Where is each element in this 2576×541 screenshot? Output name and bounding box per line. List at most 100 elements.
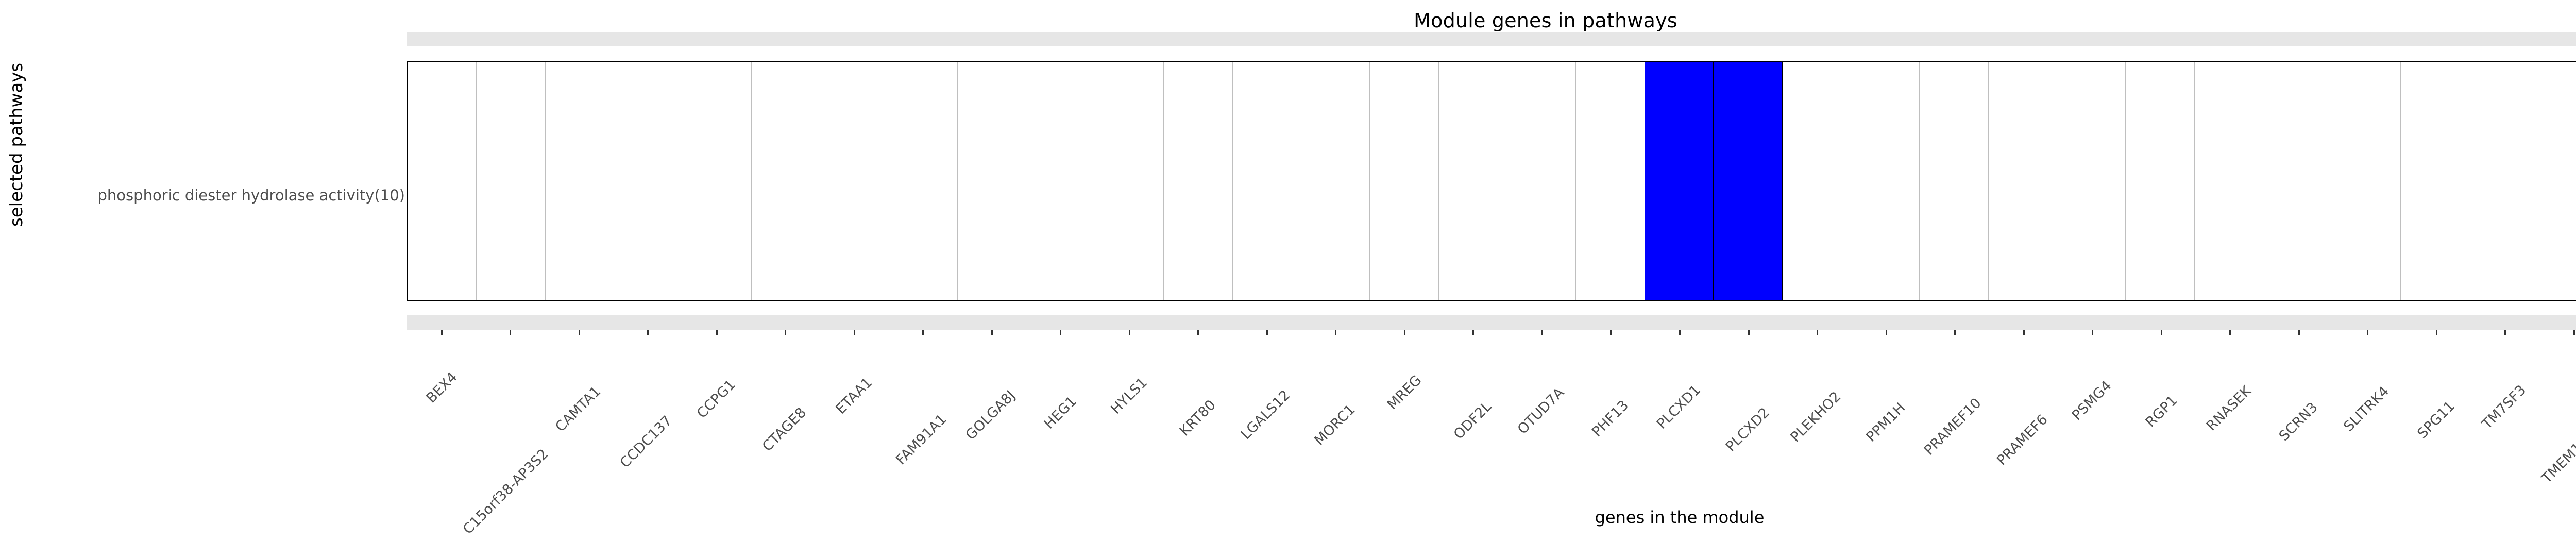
x-tick-mark [2504, 330, 2506, 335]
y-axis-area: phosphoric diester hydrolase activity(10… [0, 61, 413, 330]
x-tick-mark [1748, 330, 1750, 335]
x-tick-mark [716, 330, 718, 335]
heatmap-cell [2538, 62, 2576, 300]
x-tick-label-text: SPG11 [2414, 398, 2458, 442]
x-tick-label: PSMG4 [2069, 343, 2149, 424]
x-tick-label: PLEKHO2 [1787, 343, 1890, 445]
x-tick-label: PLCXD1 [1654, 343, 1742, 432]
x-axis-title: genes in the module [1595, 508, 1765, 527]
x-tick-mark [1541, 330, 1543, 335]
x-tick-mark [853, 330, 855, 335]
heatmap-cell [1026, 62, 1095, 300]
x-tick-label: RNASEK [2204, 343, 2294, 434]
heatmap-cell [1783, 62, 1851, 300]
x-tick-label: TM7SF3 [2479, 343, 2568, 432]
heatmap-cell [1714, 62, 1783, 300]
heatmap-cell [1851, 62, 1920, 300]
plot-panel-wrapper [407, 32, 2576, 330]
x-tick-mark [991, 330, 993, 335]
x-tick-mark [647, 330, 649, 335]
x-tick-mark [440, 330, 443, 335]
heatmap-cell [546, 62, 615, 300]
heatmap-cell [752, 62, 821, 300]
heatmap-cell [1439, 62, 1507, 300]
x-tick-label-text: LGALS12 [1238, 387, 1294, 443]
x-tick-label: PHF13 [1589, 366, 1664, 440]
x-tick-label-text: TMEM108B [2538, 420, 2576, 487]
x-tick-label-text: TM7SF3 [2479, 382, 2530, 432]
x-tick-mark [1266, 330, 1268, 335]
heatmap-cell [1645, 62, 1714, 300]
x-tick-label: CCPG1 [694, 343, 772, 421]
heatmap-cell [2469, 62, 2538, 300]
x-tick-mark [578, 330, 580, 335]
heatmap-cell [1233, 62, 1301, 300]
heatmap-cell [1507, 62, 1577, 300]
heatmap-cell [2195, 62, 2264, 300]
x-tick-label-text: OTUD7A [1514, 384, 1568, 438]
heatmap-cell [1920, 62, 1989, 300]
heatmap-cell [408, 62, 477, 300]
heatmap-cell [683, 62, 752, 300]
x-tick-label: OTUD7A [1515, 343, 1608, 437]
x-tick-mark [1472, 330, 1475, 335]
x-tick-label: GOLGA8J [962, 343, 1063, 443]
x-tick-label-text: PPM1H [1862, 400, 1908, 445]
facet-strip-bottom [407, 315, 2576, 330]
x-tick-label-text: BEX4 [423, 369, 461, 407]
page-title: Module genes in pathways [1414, 9, 1677, 32]
x-tick-label-text: CTAGE8 [759, 404, 810, 455]
x-tick-label-text: CCDC137 [617, 413, 675, 471]
x-tick-mark [785, 330, 787, 335]
heatmap-cell [1576, 62, 1645, 300]
heatmap-cell [2126, 62, 2195, 300]
x-tick-label: HEG1 [1041, 366, 1107, 432]
x-tick-label: HYLS1 [1108, 343, 1182, 417]
x-tick-label-text: FAM91A1 [893, 411, 950, 468]
y-tick-label-pathway: phosphoric diester hydrolase activity(10… [97, 187, 405, 204]
x-tick-label-text: PLEKHO2 [1787, 388, 1844, 446]
x-tick-mark [2435, 330, 2437, 335]
heatmap-cell [614, 62, 683, 300]
heatmap-cell [820, 62, 889, 300]
x-tick-label-text: SCRN3 [2276, 399, 2321, 445]
x-tick-label: LGALS12 [1238, 343, 1337, 443]
x-tick-mark [510, 330, 512, 335]
x-tick-mark [2367, 330, 2369, 335]
x-tick-label: MORC1 [1312, 366, 1394, 448]
heatmap-cell [889, 62, 958, 300]
x-tick-label-text: ODF2L [1451, 398, 1495, 443]
heatmap-panel [407, 61, 2576, 301]
x-tick-mark [2298, 330, 2300, 335]
x-tick-mark [2573, 330, 2575, 335]
x-axis-area: BEX4 C15orf38-AP3S2 CAMTA1 CCDC137 CCPG1 CTAG… [407, 330, 2576, 537]
heatmap-cell [2057, 62, 2126, 300]
x-tick-label: SPG11 [2414, 366, 2490, 442]
x-tick-mark [1403, 330, 1405, 335]
x-tick-label: PLCXD2 [1722, 366, 1811, 454]
heatmap-cell [1370, 62, 1439, 300]
x-tick-mark [1610, 330, 1612, 335]
x-tick-mark [2092, 330, 2094, 335]
heatmap-cell [477, 62, 546, 300]
x-tick-label-text: PRAMEF10 [1921, 395, 1985, 459]
heatmap-cell [1095, 62, 1164, 300]
x-tick-mark [1128, 330, 1130, 335]
heatmap-cell [958, 62, 1027, 300]
x-tick-label: RGP1 [2142, 366, 2207, 431]
x-tick-label: ETAA1 [833, 343, 907, 417]
x-tick-label-text: MORC1 [1311, 401, 1359, 449]
x-tick-label-text: SLITRK4 [2341, 383, 2393, 435]
x-tick-label: MREG [1384, 343, 1454, 413]
x-tick-label: BEX4 [423, 343, 486, 406]
x-tick-mark [1197, 330, 1199, 335]
x-tick-mark [2229, 330, 2231, 335]
x-tick-label-text: KRT80 [1177, 397, 1219, 439]
heatmap-cell [1301, 62, 1370, 300]
x-tick-mark [1060, 330, 1062, 335]
x-tick-mark [2160, 330, 2162, 335]
x-tick-label: ODF2L [1451, 366, 1528, 442]
x-tick-mark [2023, 330, 2025, 335]
x-tick-mark [1679, 330, 1681, 335]
x-tick-label: KRT80 [1177, 366, 1250, 439]
